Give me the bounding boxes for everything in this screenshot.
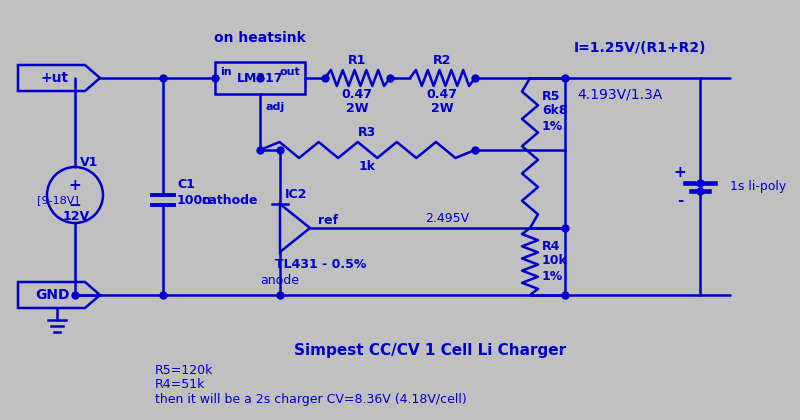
Text: +ut: +ut — [41, 71, 69, 85]
Text: R3: R3 — [358, 126, 376, 139]
Text: 1%: 1% — [542, 120, 563, 132]
Text: 12V: 12V — [63, 210, 90, 223]
Text: anode: anode — [261, 273, 299, 286]
Text: LM317: LM317 — [237, 71, 283, 84]
Text: out: out — [279, 67, 300, 77]
Text: 2.495V: 2.495V — [425, 212, 469, 225]
Text: 6k8: 6k8 — [542, 105, 567, 118]
Text: 10k: 10k — [542, 255, 568, 268]
Text: 2W: 2W — [346, 102, 368, 115]
Text: V1: V1 — [80, 157, 98, 170]
Text: 0.47: 0.47 — [342, 87, 373, 100]
Text: then it will be a 2s charger CV=8.36V (4.18V/cell): then it will be a 2s charger CV=8.36V (4… — [155, 394, 466, 407]
Text: C1: C1 — [177, 178, 195, 192]
Text: 1k: 1k — [358, 160, 375, 173]
Text: 1%: 1% — [542, 270, 563, 283]
Text: −: − — [69, 199, 82, 213]
Text: 100n: 100n — [177, 194, 212, 207]
Text: on heatsink: on heatsink — [214, 31, 306, 45]
Text: [9-18V]: [9-18V] — [37, 195, 78, 205]
Text: ref: ref — [318, 213, 338, 226]
Text: Simpest CC/CV 1 Cell Li Charger: Simpest CC/CV 1 Cell Li Charger — [294, 342, 566, 357]
Text: R4=51k: R4=51k — [155, 378, 206, 391]
Bar — [215, 62, 305, 94]
Text: R5: R5 — [542, 89, 560, 102]
Text: in: in — [220, 67, 232, 77]
Text: I=1.25V/(R1+R2): I=1.25V/(R1+R2) — [574, 41, 706, 55]
Text: +: + — [674, 165, 686, 180]
Text: +: + — [69, 178, 82, 192]
Text: IC2: IC2 — [285, 187, 307, 200]
Text: 4.193V/1.3A: 4.193V/1.3A — [578, 88, 662, 102]
Text: R1: R1 — [348, 53, 366, 66]
Text: GND: GND — [34, 288, 70, 302]
Text: 2W: 2W — [430, 102, 454, 115]
Text: R2: R2 — [433, 53, 451, 66]
Text: R5=120k: R5=120k — [155, 363, 214, 376]
Text: R4: R4 — [542, 239, 560, 252]
Text: TL431 - 0.5%: TL431 - 0.5% — [275, 257, 366, 270]
Text: cathode: cathode — [201, 194, 258, 207]
Text: -: - — [677, 193, 683, 208]
Text: adj: adj — [265, 102, 284, 112]
Text: 0.47: 0.47 — [426, 87, 458, 100]
Text: 1s li-poly: 1s li-poly — [730, 180, 786, 193]
